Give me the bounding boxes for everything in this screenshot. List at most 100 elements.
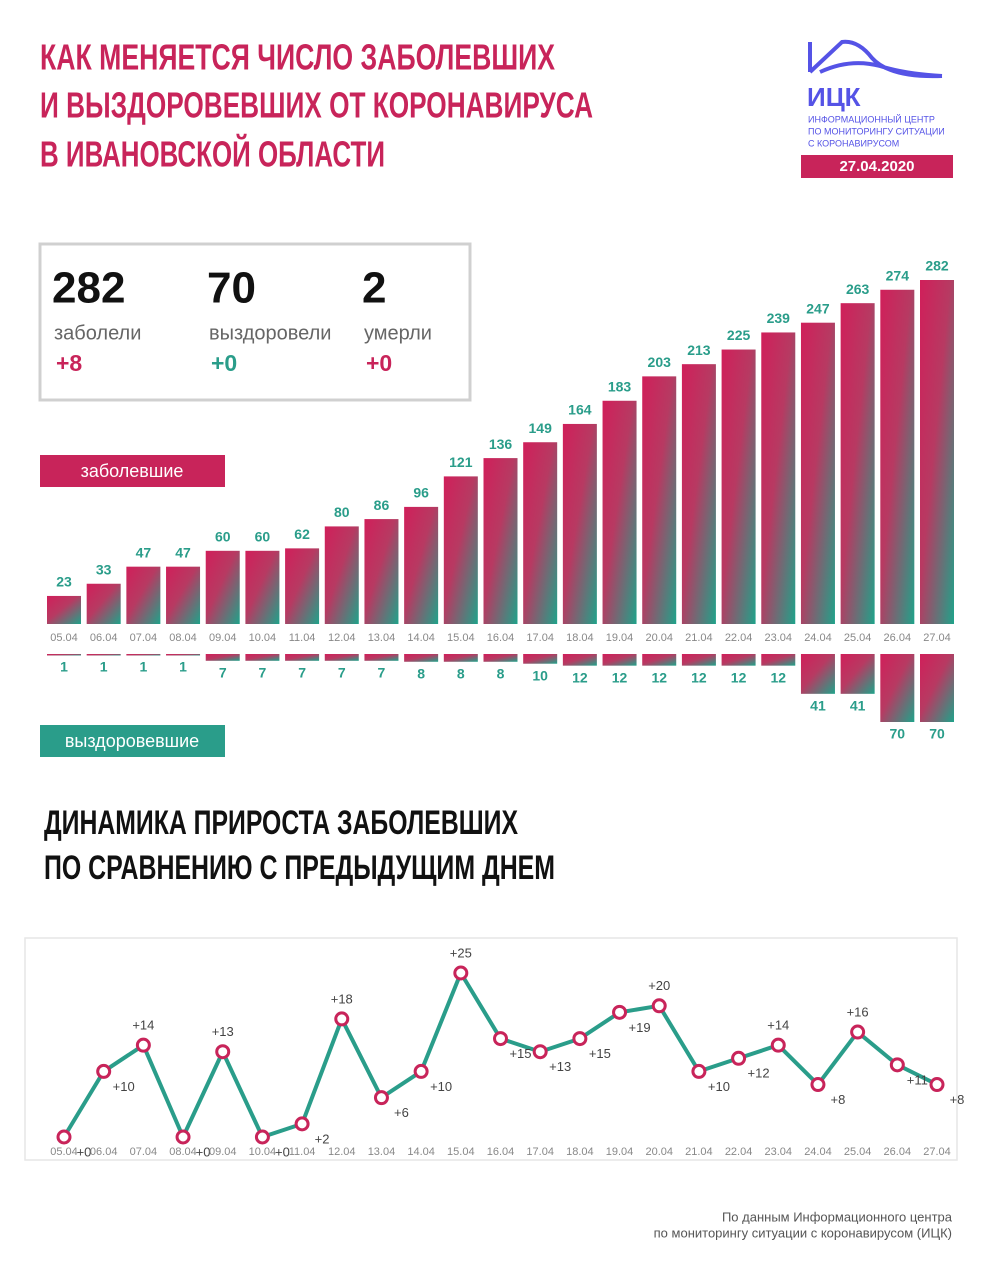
bar — [205, 550, 240, 624]
value-label: +0 — [77, 1144, 92, 1159]
bar-chart: заболевшиевыздоровевшие2305.0413306.0414… — [40, 258, 954, 757]
value-label: 41 — [850, 698, 866, 714]
value-label: 41 — [810, 698, 826, 714]
x-tick-label: 09.04 — [209, 632, 237, 644]
bar — [523, 654, 558, 664]
marker — [135, 1037, 151, 1053]
value-label: 7 — [259, 665, 267, 681]
value-label: 225 — [727, 327, 751, 343]
value-label: 8 — [497, 665, 505, 681]
value-label: +8 — [950, 1092, 965, 1107]
bar — [920, 654, 954, 722]
value-label: 1 — [179, 659, 187, 675]
bar — [642, 376, 677, 624]
value-label: +25 — [450, 945, 472, 960]
value-label: 263 — [846, 281, 870, 297]
source: по мониторингу ситуации с коронавирусом … — [654, 1225, 952, 1240]
marker — [929, 1077, 945, 1093]
x-tick-label: 27.04 — [923, 632, 951, 644]
stat-label: выздоровели — [209, 322, 331, 344]
value-label: 239 — [767, 310, 791, 326]
x-tick-label: 08.04 — [169, 1146, 197, 1158]
value-label: 80 — [334, 504, 350, 520]
bar — [166, 654, 201, 656]
stat-label: умерли — [364, 322, 432, 344]
line-chart-frame — [24, 937, 958, 1161]
marker — [254, 1129, 270, 1145]
marker — [691, 1063, 707, 1079]
bar — [483, 458, 518, 624]
logo-line: С КОРОНАВИРУСОМ — [808, 138, 899, 148]
bar — [562, 654, 597, 666]
bar — [642, 654, 677, 666]
x-tick-label: 25.04 — [844, 632, 872, 644]
x-tick-label: 17.04 — [526, 1146, 554, 1158]
bar — [721, 349, 756, 624]
x-tick-label: 10.04 — [249, 632, 277, 644]
x-tick-label: 09.04 — [209, 1146, 237, 1158]
x-tick-label: 21.04 — [685, 632, 713, 644]
marker — [96, 1063, 112, 1079]
bar — [761, 654, 796, 666]
value-label: +6 — [394, 1105, 409, 1120]
x-tick-label: 16.04 — [487, 632, 515, 644]
marker — [770, 1037, 786, 1053]
bar — [523, 442, 558, 624]
value-label: 1 — [60, 659, 68, 675]
x-tick-label: 10.04 — [249, 1146, 277, 1158]
stat-value: 2 — [362, 264, 386, 313]
value-label: 136 — [489, 436, 513, 452]
bar — [681, 364, 716, 624]
marker — [532, 1044, 548, 1060]
value-label: +14 — [767, 1018, 789, 1033]
logo-line: ПО МОНИТОРИНГУ СИТУАЦИИ — [808, 126, 945, 136]
legend-label: заболевшие — [81, 461, 184, 481]
bar — [47, 654, 81, 656]
x-tick-label: 06.04 — [90, 632, 118, 644]
x-tick-label: 24.04 — [804, 632, 832, 644]
bar — [602, 400, 637, 624]
bar — [364, 654, 399, 661]
value-label: 203 — [648, 354, 672, 370]
date: 27.04.2020 — [839, 158, 914, 175]
marker — [175, 1129, 191, 1145]
value-label: 7 — [298, 665, 306, 681]
marker — [850, 1024, 866, 1040]
bar — [324, 526, 359, 624]
stat-label: заболели — [54, 322, 141, 344]
bar — [324, 654, 359, 661]
bar — [404, 506, 439, 624]
x-tick-label: 14.04 — [407, 632, 435, 644]
stat-value: 282 — [52, 264, 125, 313]
marker — [413, 1063, 429, 1079]
marker — [651, 998, 667, 1014]
x-tick-label: 20.04 — [645, 632, 673, 644]
value-label: 7 — [338, 665, 346, 681]
bar — [880, 654, 915, 722]
bar — [47, 595, 81, 624]
bar — [880, 289, 915, 624]
value-label: +2 — [315, 1131, 330, 1146]
bar — [761, 332, 796, 624]
bar — [483, 654, 518, 662]
bar — [800, 654, 835, 694]
value-label: 12 — [651, 669, 667, 685]
x-tick-label: 20.04 — [645, 1146, 673, 1158]
marker — [453, 965, 469, 981]
value-label: 1 — [139, 659, 147, 675]
value-label: 60 — [215, 529, 231, 545]
x-tick-label: 19.04 — [606, 1146, 634, 1158]
source: По данным Информационного центра — [722, 1209, 953, 1224]
x-tick-label: 13.04 — [368, 632, 396, 644]
bar — [205, 654, 240, 661]
bar — [840, 654, 875, 694]
value-label: 62 — [294, 526, 310, 542]
x-tick-label: 22.04 — [725, 632, 753, 644]
value-label: +14 — [132, 1018, 154, 1033]
legend-label: выздоровевшие — [65, 731, 199, 751]
value-label: 121 — [449, 454, 473, 470]
value-label: +11 — [907, 1072, 928, 1087]
value-label: +15 — [509, 1046, 531, 1061]
